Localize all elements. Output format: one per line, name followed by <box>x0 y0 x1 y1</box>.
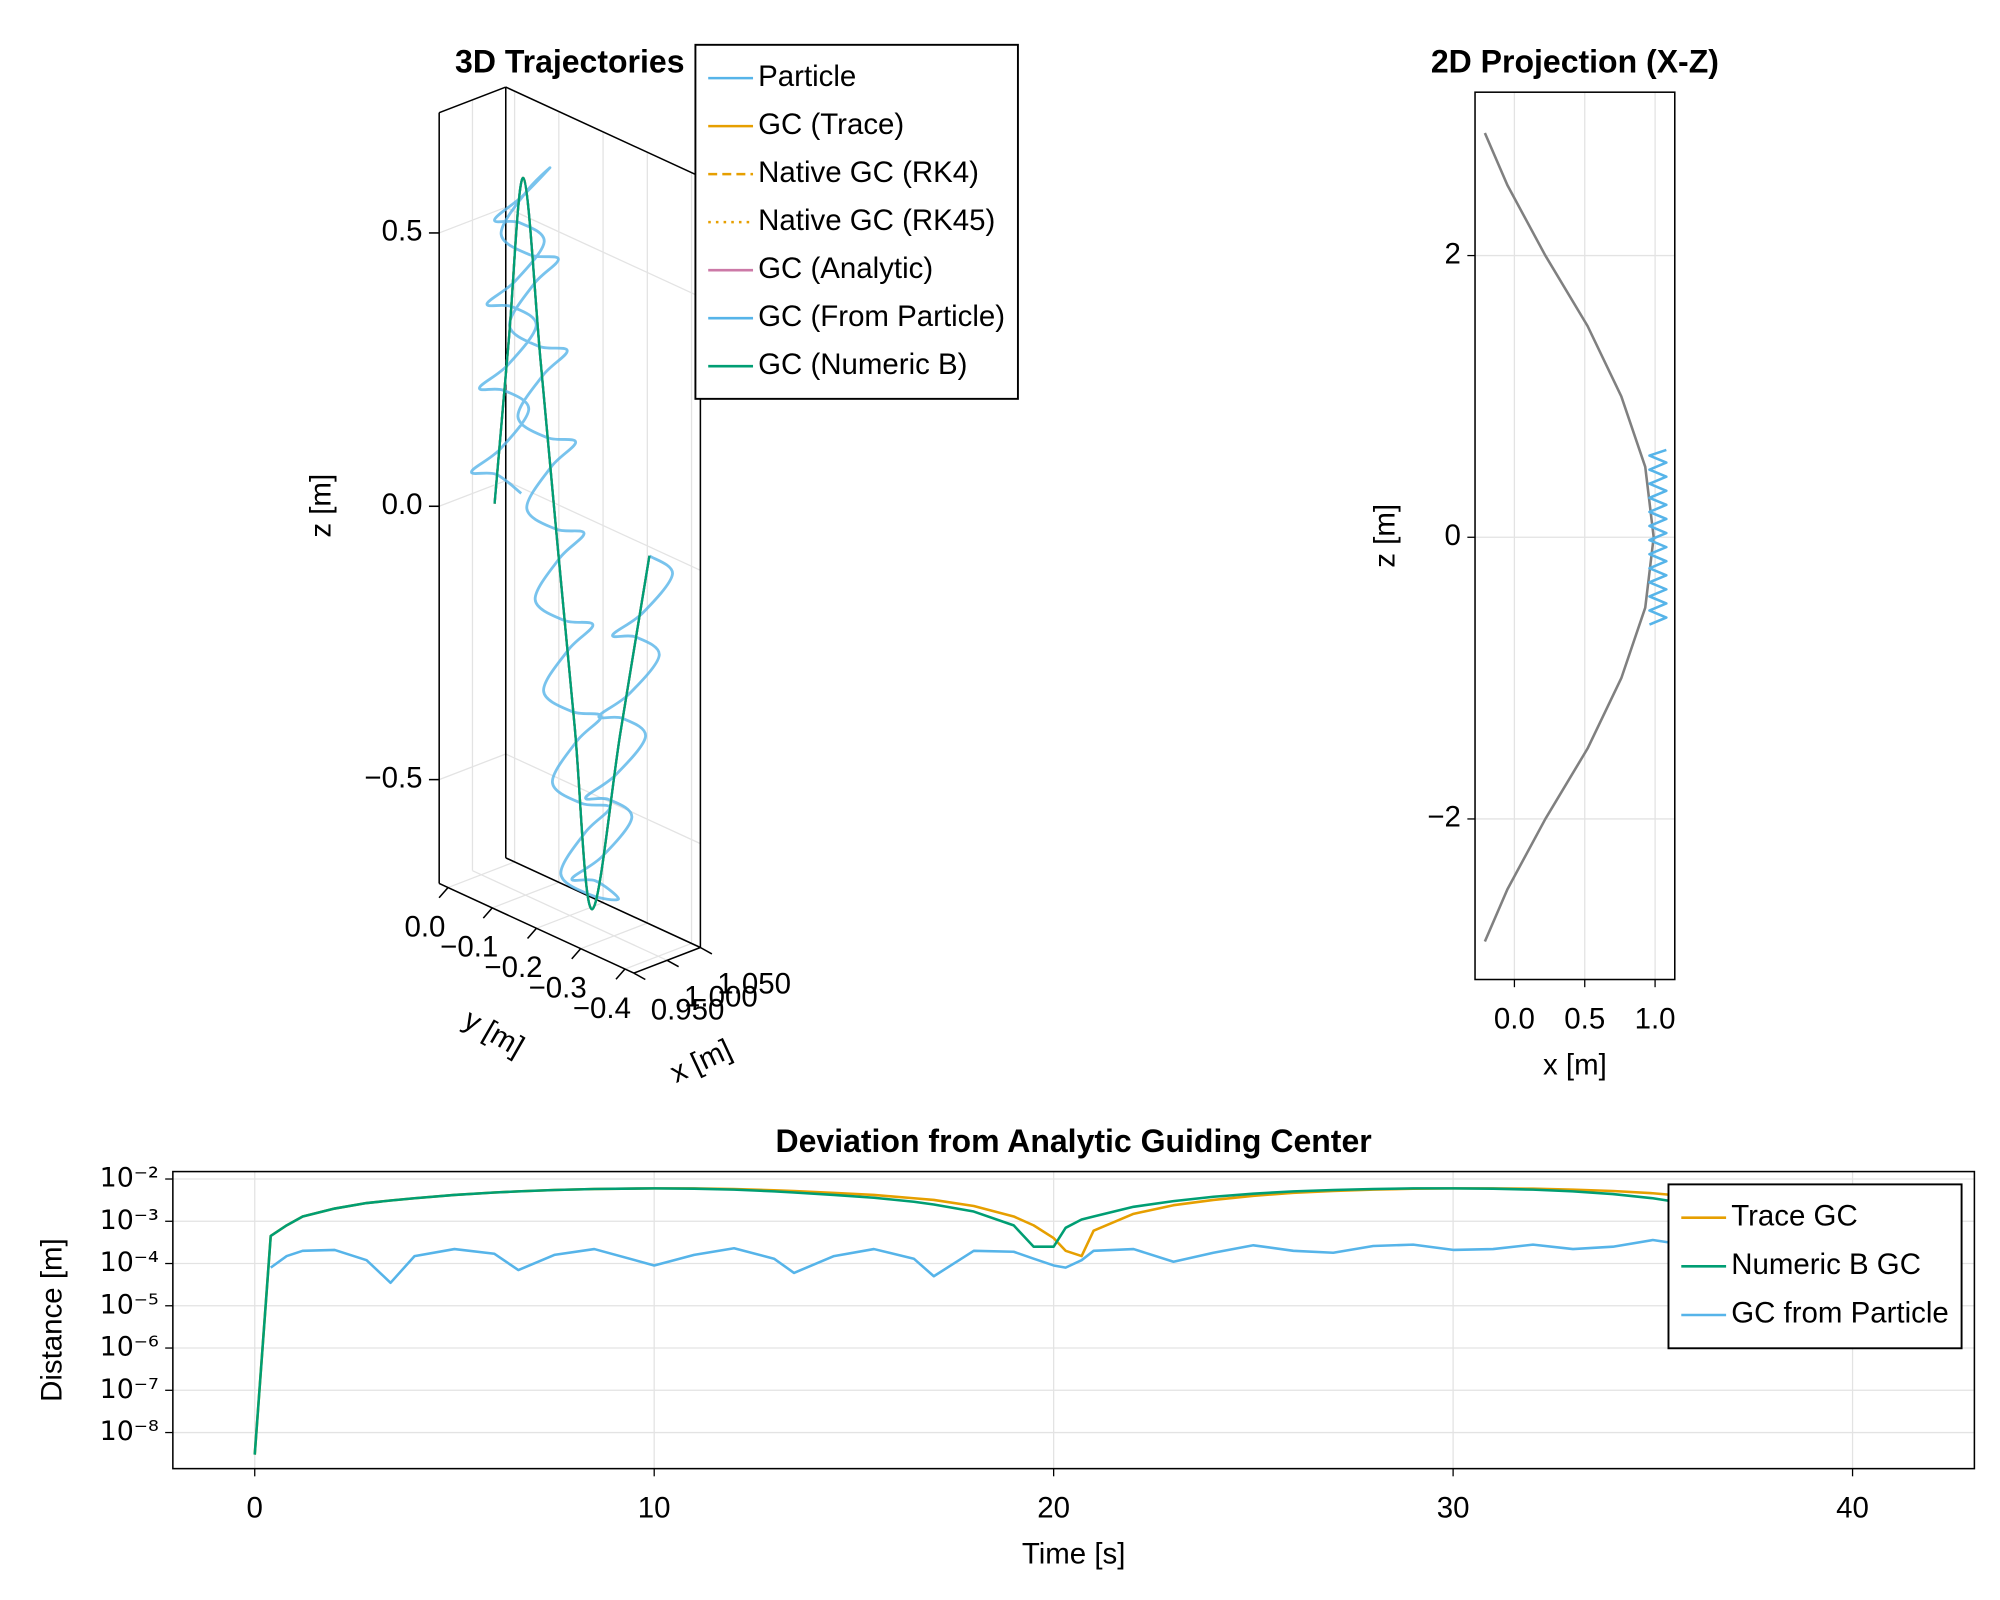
x-tick-label: 0.0 <box>1494 1002 1535 1035</box>
y-tick-label: −0.4 <box>573 992 631 1025</box>
gc-trajectory <box>493 176 651 911</box>
grid-line <box>472 870 668 961</box>
x-tick-label: 0.950 <box>651 993 725 1026</box>
y-tick-label: 10⁻⁴ <box>100 1247 159 1278</box>
legend-label: GC from Particle <box>1731 1297 1949 1330</box>
axis-frame <box>505 86 701 178</box>
y-axis-label: Distance [m] <box>36 1238 69 1402</box>
x-tick-label: 1.0 <box>1635 1002 1676 1035</box>
x-tick-label: 0.5 <box>1564 1002 1605 1035</box>
y-tick-mark <box>615 968 626 980</box>
legend-label: Particle <box>758 60 856 93</box>
x-axis-label: x [m] <box>1543 1048 1607 1081</box>
y-tick-label: 10⁻³ <box>100 1205 159 1236</box>
z-tick-label: 0.0 <box>382 488 423 521</box>
y-tick-label: 10⁻⁵ <box>100 1289 159 1320</box>
x-tick-label: 1.050 <box>717 968 791 1001</box>
z-tick-label: −0.5 <box>364 761 422 794</box>
series-line <box>253 1187 1893 1455</box>
x-tick-label: 10 <box>638 1491 671 1524</box>
y-tick-label: 10⁻² <box>100 1163 159 1194</box>
figure-content: −0.50.00.50.0−0.1−0.2−0.3−0.4 0.9501.0001… <box>36 43 1976 1570</box>
legend-label: GC (Trace) <box>758 108 904 141</box>
x-axis-label: Time [s] <box>1022 1537 1126 1570</box>
y-tick-label: −0.2 <box>484 951 542 984</box>
legend-label: Trace GC <box>1731 1199 1858 1232</box>
x-tick-label: 0 <box>247 1491 263 1524</box>
series-line <box>269 1238 1893 1285</box>
axis-frame <box>505 857 701 949</box>
x-tick-mark <box>666 959 679 968</box>
y-tick-label: 10⁻⁸ <box>100 1416 159 1447</box>
x-tick-mark <box>700 946 713 955</box>
y-tick-label: −0.1 <box>440 931 498 964</box>
legend-label: GC (Numeric B) <box>758 348 967 381</box>
legend-label: GC (From Particle) <box>758 300 1005 333</box>
x-tick-label: 1.000 <box>684 981 758 1014</box>
legend-label: Native GC (RK4) <box>758 156 979 189</box>
x-tick-label: 40 <box>1836 1491 1869 1524</box>
y-tick-label: 0 <box>1445 519 1461 552</box>
y-tick-label: 10⁻⁶ <box>100 1332 159 1363</box>
chart-title: 3D Trajectories <box>455 43 684 79</box>
legend-label: Numeric B GC <box>1731 1248 1921 1281</box>
chart-title: Deviation from Analytic Guiding Center <box>776 1123 1372 1159</box>
series-line <box>1648 448 1668 626</box>
z-tick-label: 0.5 <box>382 215 423 248</box>
y-tick-mark <box>571 948 582 960</box>
y-tick-label: 0.0 <box>405 910 446 943</box>
y-tick-label: 10⁻⁷ <box>100 1374 159 1405</box>
plot-frame <box>172 1170 1976 1470</box>
plot-frame <box>1474 91 1676 981</box>
y-tick-mark <box>482 907 493 919</box>
y-tick-mark <box>526 927 538 940</box>
y-axis-label: z [m] <box>1368 504 1401 568</box>
y-tick-label: −2 <box>1427 801 1461 834</box>
chart-title: 2D Projection (X-Z) <box>1431 43 1719 79</box>
x-tick-mark <box>633 972 646 981</box>
y-tick-label: 2 <box>1445 237 1461 270</box>
axis-frame <box>438 86 507 114</box>
x-tick-label: 20 <box>1037 1491 1070 1524</box>
z-axis-label: z [m] <box>304 474 337 538</box>
y-tick-mark <box>438 887 449 899</box>
y-tick-label: −0.3 <box>529 971 587 1004</box>
x-tick-label: 30 <box>1437 1491 1470 1524</box>
legend-label: GC (Analytic) <box>758 252 933 285</box>
legend-label: Native GC (RK45) <box>758 204 995 237</box>
